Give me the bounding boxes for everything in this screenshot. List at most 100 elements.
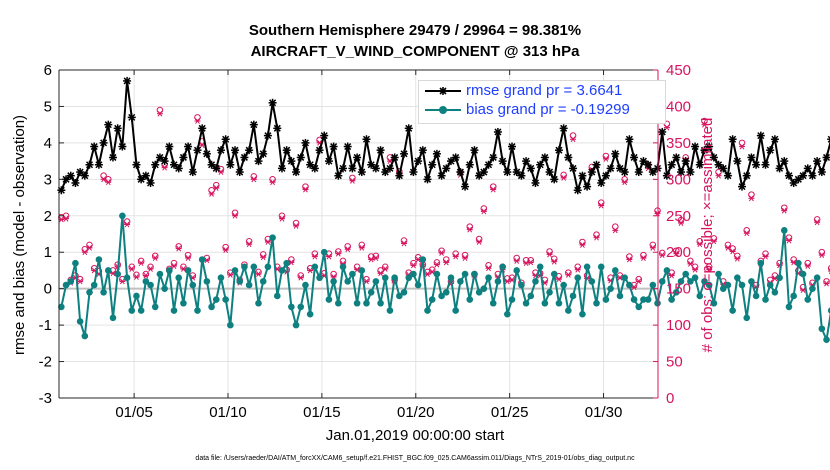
- bias-point: [813, 274, 821, 282]
- bias-point: [344, 278, 352, 285]
- bias-point: [569, 292, 577, 300]
- bias-point: [766, 281, 774, 289]
- series-layer: [57, 76, 830, 344]
- bias-point: [353, 299, 361, 307]
- obs-assimilated-point: [250, 176, 257, 183]
- bias-point: [447, 274, 455, 282]
- obs-assimilated-point: [734, 255, 741, 262]
- bias-point: [715, 270, 722, 278]
- rmse-point: [371, 164, 380, 173]
- rmse-point: [691, 142, 700, 151]
- rmse-point: [292, 168, 301, 177]
- bias-point: [752, 292, 760, 300]
- rmse-point: [799, 171, 808, 180]
- obs-assimilated-point: [649, 244, 656, 251]
- bias-point: [123, 274, 131, 282]
- obs-assimilated-point: [194, 118, 201, 124]
- bias-point: [522, 299, 530, 307]
- rmse-point: [522, 157, 531, 166]
- obs-assimilated-point: [377, 270, 384, 277]
- rmse-point: [315, 146, 324, 155]
- rmse-point: [531, 178, 540, 187]
- obs-assimilated-point: [823, 280, 830, 287]
- bias-point: [316, 274, 323, 282]
- obs-assimilated-point: [278, 215, 285, 222]
- obs-assimilated-point: [119, 278, 126, 285]
- obs-assimilated-point: [438, 250, 445, 256]
- rmse-point: [597, 178, 606, 187]
- rmse-point: [94, 160, 103, 169]
- obs-assimilated-point: [480, 208, 487, 215]
- rmse-point: [231, 146, 240, 155]
- obs-assimilated-point: [222, 247, 229, 253]
- y-tick-label-left: 6: [44, 62, 52, 79]
- obs-assimilated-point: [297, 274, 304, 281]
- rmse-point: [296, 153, 305, 162]
- rmse-point: [606, 164, 615, 173]
- obs-assimilated-point: [81, 249, 88, 256]
- legend-rmse-marker: [425, 87, 461, 95]
- axes-layer: 01/05 01/10 01/15 01/20 01/25 01/30 -3 -2 -1 0 1 2 3…: [39, 62, 691, 421]
- bias-point: [67, 278, 75, 285]
- bias-point: [597, 263, 605, 271]
- bias-point: [381, 274, 389, 282]
- rmse-point: [658, 127, 667, 136]
- rmse-point: [644, 160, 653, 169]
- bias-point: [358, 267, 366, 274]
- rmse-point: [526, 164, 535, 173]
- obs-assimilated-point: [344, 246, 351, 253]
- plot-area: [59, 70, 658, 398]
- bias-point: [579, 310, 586, 318]
- bias-point: [259, 278, 267, 285]
- bias-point: [156, 270, 164, 278]
- bias-point: [377, 299, 384, 307]
- rmse-point: [695, 160, 704, 169]
- rmse-point: [559, 124, 568, 133]
- y-tick-label-left: 4: [44, 135, 52, 152]
- bias-point: [804, 296, 812, 303]
- rmse-point: [489, 153, 498, 162]
- x-tick-label: 01/10: [209, 404, 247, 421]
- bias-point: [442, 289, 450, 296]
- bias-point: [273, 292, 281, 300]
- bias-point: [555, 299, 563, 307]
- bias-point: [217, 274, 225, 282]
- bias-point: [461, 270, 469, 278]
- rmse-point: [245, 146, 254, 155]
- bias-point: [438, 292, 445, 300]
- bias-point: [255, 299, 262, 307]
- bias-point: [311, 263, 319, 271]
- bias-point: [602, 296, 610, 303]
- rmse-point: [414, 157, 423, 166]
- obs-assimilated-point: [302, 186, 309, 193]
- bias-point: [663, 267, 671, 274]
- bias-point: [194, 307, 201, 314]
- obs-assimilated-point: [349, 177, 356, 184]
- rmse-point: [282, 146, 291, 155]
- obs-assimilated-point: [602, 156, 609, 162]
- bias-point: [320, 248, 328, 256]
- rmse-point: [249, 120, 258, 129]
- obs-assimilated-point: [706, 266, 713, 273]
- y-axis-label-right: # of obs: o=possible; ×=assimilated: [699, 118, 716, 353]
- bias-point: [673, 289, 680, 296]
- obs-possible-point: [738, 139, 746, 147]
- bias-point: [100, 289, 107, 296]
- rmse-point: [662, 171, 671, 180]
- bias-point: [278, 267, 286, 274]
- rmse-point: [263, 131, 272, 140]
- rmse-point: [601, 171, 610, 180]
- obs-assimilated-point: [555, 276, 562, 283]
- y-tick-label-right: 50: [666, 354, 683, 371]
- rmse-point: [747, 153, 756, 162]
- rmse-point: [493, 127, 502, 136]
- bias-point: [541, 299, 549, 307]
- bias-point: [414, 281, 422, 289]
- rmse-point: [733, 157, 742, 166]
- rmse-point: [108, 153, 117, 162]
- rmse-point: [99, 138, 108, 147]
- obs-assimilated-point: [161, 164, 168, 171]
- bias-point: [367, 289, 375, 296]
- obs-assimilated-point: [358, 244, 365, 251]
- obs-assimilated-point: [701, 121, 708, 128]
